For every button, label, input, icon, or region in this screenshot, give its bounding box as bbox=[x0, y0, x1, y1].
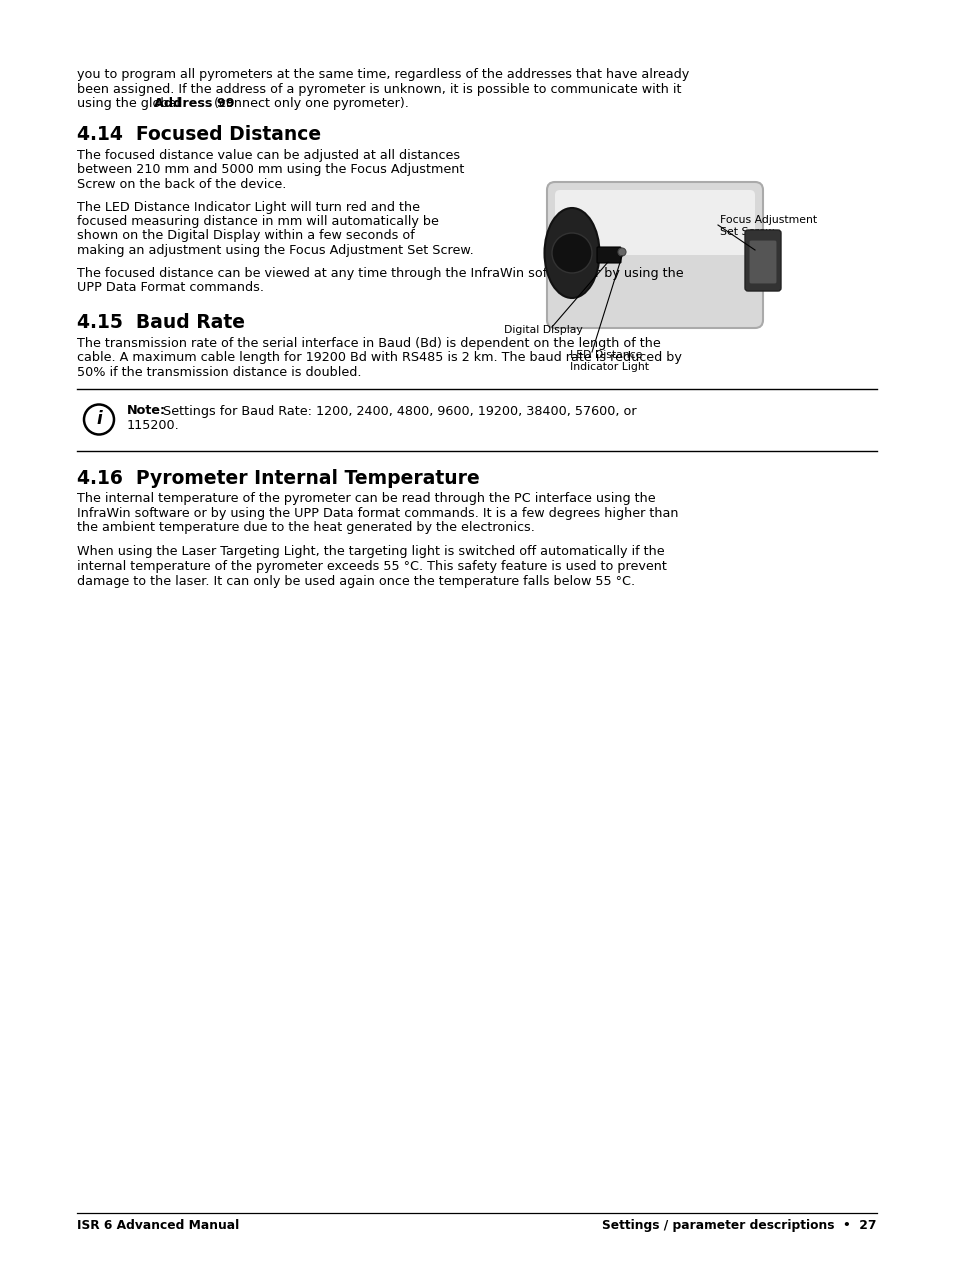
Text: The internal temperature of the pyrometer can be read through the PC interface u: The internal temperature of the pyromete… bbox=[77, 491, 655, 505]
Text: been assigned. If the address of a pyrometer is unknown, it is possible to commu: been assigned. If the address of a pyrom… bbox=[77, 83, 680, 95]
Text: 115200.: 115200. bbox=[127, 419, 179, 432]
Text: internal temperature of the pyrometer exceeds 55 °C. This safety feature is used: internal temperature of the pyrometer ex… bbox=[77, 560, 666, 573]
Text: you to program all pyrometers at the same time, regardless of the addresses that: you to program all pyrometers at the sam… bbox=[77, 69, 688, 81]
Text: the ambient temperature due to the heat generated by the electronics.: the ambient temperature due to the heat … bbox=[77, 521, 535, 533]
Text: LED Distance
Indicator Light: LED Distance Indicator Light bbox=[569, 351, 648, 372]
Text: The focused distance value can be adjusted at all distances: The focused distance value can be adjust… bbox=[77, 149, 459, 163]
Text: Screw on the back of the device.: Screw on the back of the device. bbox=[77, 178, 286, 190]
FancyBboxPatch shape bbox=[555, 190, 754, 255]
Text: Note:: Note: bbox=[127, 405, 166, 418]
FancyBboxPatch shape bbox=[597, 246, 620, 263]
Text: Settings for Baud Rate: 1200, 2400, 4800, 9600, 19200, 38400, 57600, or: Settings for Baud Rate: 1200, 2400, 4800… bbox=[154, 405, 636, 418]
Text: Digital Display: Digital Display bbox=[503, 325, 582, 335]
Text: making an adjustment using the Focus Adjustment Set Screw.: making an adjustment using the Focus Adj… bbox=[77, 244, 474, 257]
Text: cable. A maximum cable length for 19200 Bd with RS485 is 2 km. The baud rate is : cable. A maximum cable length for 19200 … bbox=[77, 352, 681, 364]
Text: 50% if the transmission distance is doubled.: 50% if the transmission distance is doub… bbox=[77, 366, 361, 378]
Text: UPP Data Format commands.: UPP Data Format commands. bbox=[77, 281, 264, 293]
Text: (connect only one pyrometer).: (connect only one pyrometer). bbox=[210, 97, 408, 110]
Text: Address 99: Address 99 bbox=[154, 97, 234, 110]
Text: 4.15  Baud Rate: 4.15 Baud Rate bbox=[77, 314, 245, 333]
Text: i: i bbox=[96, 409, 102, 428]
Text: Settings / parameter descriptions  •  27: Settings / parameter descriptions • 27 bbox=[602, 1219, 876, 1232]
Text: ISR 6 Advanced Manual: ISR 6 Advanced Manual bbox=[77, 1219, 239, 1232]
Text: using the global: using the global bbox=[77, 97, 184, 110]
Text: When using the Laser Targeting Light, the targeting light is switched off automa: When using the Laser Targeting Light, th… bbox=[77, 546, 664, 559]
Text: 4.14  Focused Distance: 4.14 Focused Distance bbox=[77, 126, 321, 145]
Text: 4.16  Pyrometer Internal Temperature: 4.16 Pyrometer Internal Temperature bbox=[77, 469, 479, 488]
Text: damage to the laser. It can only be used again once the temperature falls below : damage to the laser. It can only be used… bbox=[77, 574, 635, 588]
Text: Focus Adjustment
Set Screw: Focus Adjustment Set Screw bbox=[720, 215, 817, 236]
Text: The focused distance can be viewed at any time through the InfraWin software or : The focused distance can be viewed at an… bbox=[77, 267, 683, 279]
FancyBboxPatch shape bbox=[744, 230, 781, 291]
Text: The transmission rate of the serial interface in Baud (Bd) is dependent on the l: The transmission rate of the serial inte… bbox=[77, 337, 660, 351]
Text: shown on the Digital Display within a few seconds of: shown on the Digital Display within a fe… bbox=[77, 230, 415, 243]
Circle shape bbox=[618, 248, 625, 257]
Text: between 210 mm and 5000 mm using the Focus Adjustment: between 210 mm and 5000 mm using the Foc… bbox=[77, 164, 464, 177]
Text: InfraWin software or by using the UPP Data format commands. It is a few degrees : InfraWin software or by using the UPP Da… bbox=[77, 507, 678, 519]
FancyBboxPatch shape bbox=[748, 240, 776, 284]
Text: The LED Distance Indicator Light will turn red and the: The LED Distance Indicator Light will tu… bbox=[77, 201, 419, 213]
Ellipse shape bbox=[544, 208, 598, 298]
FancyBboxPatch shape bbox=[546, 182, 762, 328]
Circle shape bbox=[552, 232, 592, 273]
Text: focused measuring distance in mm will automatically be: focused measuring distance in mm will au… bbox=[77, 215, 438, 229]
